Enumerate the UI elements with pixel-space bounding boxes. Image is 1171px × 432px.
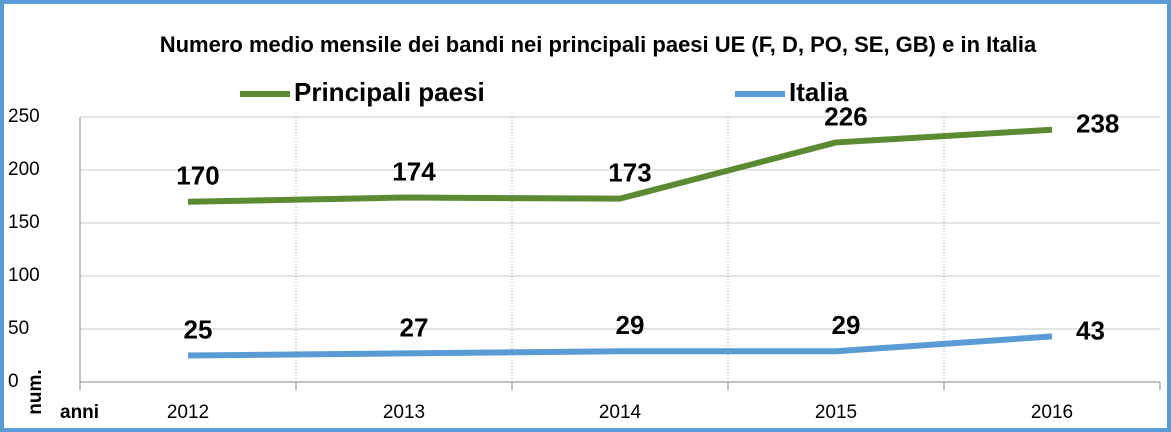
data-label: 25	[184, 314, 213, 344]
y-tick-label: 100	[8, 265, 40, 286]
series-line	[187, 333, 1053, 359]
y-tick-label: 200	[8, 159, 40, 180]
y-tick-label: 50	[8, 318, 29, 339]
data-label: 170	[176, 161, 219, 191]
legend-label: Italia	[789, 77, 849, 107]
data-label: 29	[616, 310, 645, 340]
y-tick-label: 150	[8, 212, 40, 233]
data-label: 226	[824, 101, 867, 131]
x-tick-label: 2012	[167, 402, 209, 423]
series-line	[187, 126, 1053, 205]
data-label: 174	[392, 156, 436, 186]
y-tick-label: 0	[8, 371, 19, 392]
y-tick-label: 250	[8, 106, 40, 127]
data-label: 238	[1076, 109, 1119, 139]
x-tick-label: 2013	[383, 402, 425, 423]
chart-title: Numero medio mensile dei bandi nei princ…	[160, 32, 1037, 57]
data-label: 27	[400, 312, 429, 342]
x-axis-label: anni	[60, 402, 99, 423]
x-tick-label: 2016	[1031, 402, 1073, 423]
x-tick-label: 2015	[815, 402, 857, 423]
data-label: 43	[1076, 315, 1105, 345]
y-axis-label: num.	[25, 369, 46, 414]
legend-label: Principali paesi	[294, 77, 485, 107]
x-tick-label: 2014	[599, 402, 642, 423]
data-label: 173	[608, 157, 651, 187]
data-label: 29	[832, 310, 861, 340]
